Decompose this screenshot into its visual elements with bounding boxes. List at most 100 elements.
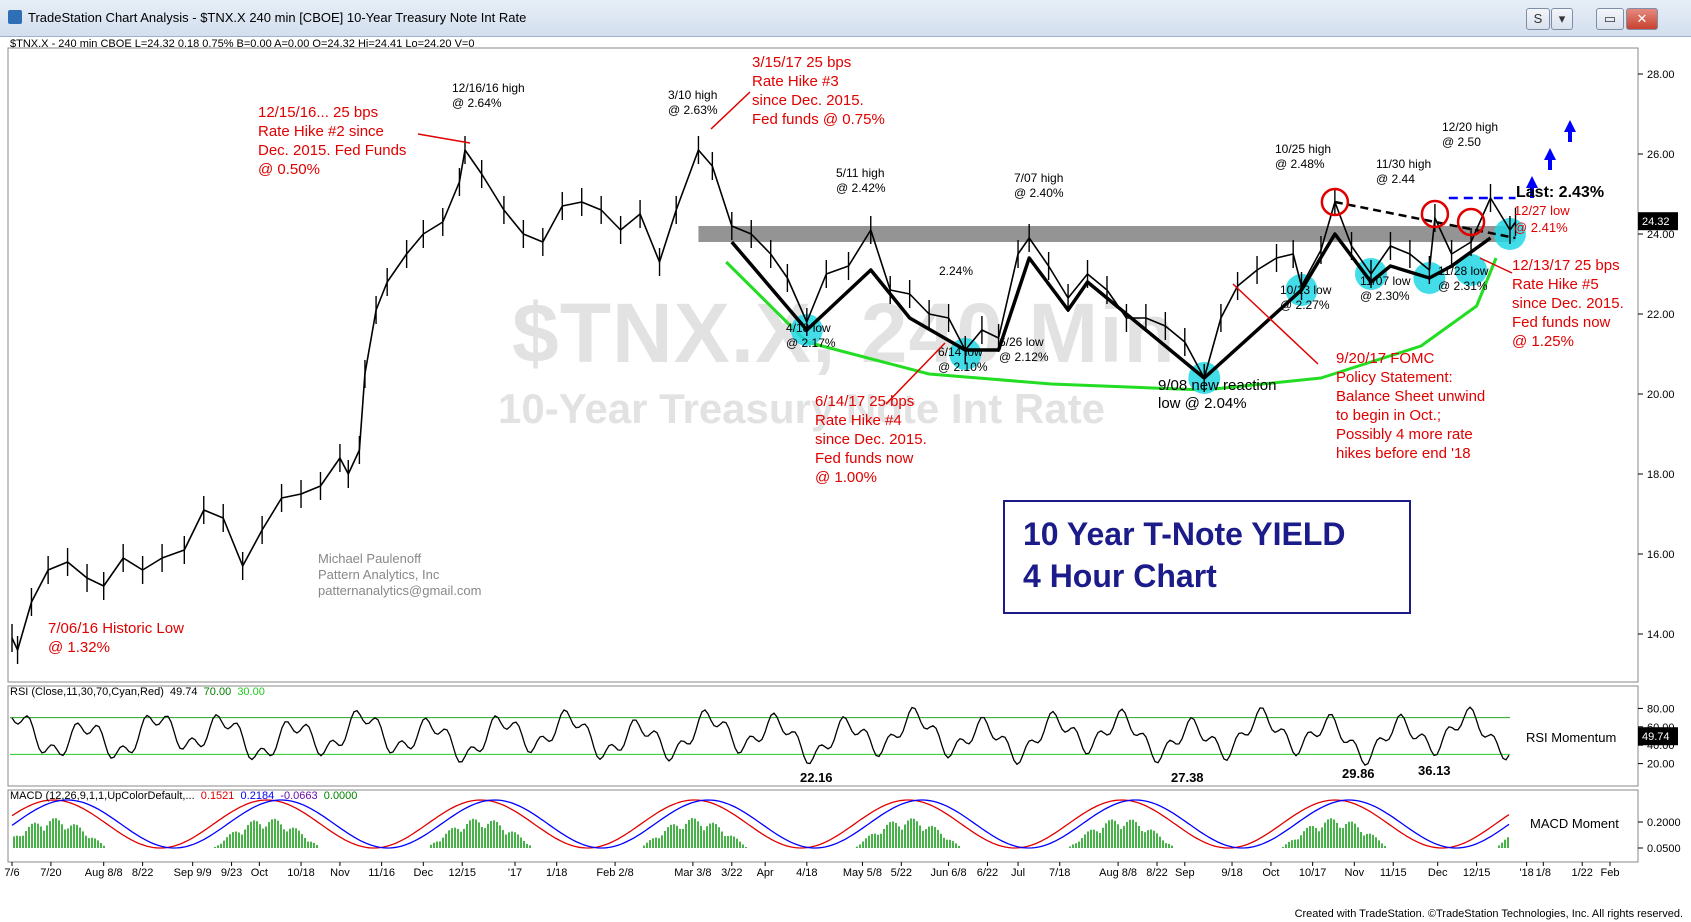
title-bar: TradeStation Chart Analysis - $TNX.X 240… [0,0,1691,37]
annotation-black-l1013: @ 2.27% [1280,298,1330,312]
time-axis-tick-label: Sep 9/9 [174,867,212,879]
annotation-red-fomc: hikes before end '18 [1336,445,1471,462]
credit-block: Michael Paulenoff Pattern Analytics, Inc p… [318,551,481,599]
annotation-black-h1220: 12/20 high [1442,120,1498,134]
credit-email: patternanalytics@gmail.com [318,583,482,598]
annotation-black-l1107: @ 2.30% [1360,289,1410,303]
annotation-red-hike3: since Dec. 2015. [752,92,864,109]
symbol-button[interactable]: S [1526,8,1550,30]
annotation-black-l0418: 4/18 low [786,321,831,335]
time-axis-tick-label: 9/23 [221,867,242,879]
macd-signal-line [11,799,1510,849]
annotation-black-l1013: 10/13 low [1280,283,1332,297]
time-axis-tick-label: 6/22 [977,867,998,879]
annotation-leader-line [885,342,946,405]
time-axis-tick-label: Feb 2/8 [596,867,633,879]
macd-axis-tick-label: 0.0500 [1647,843,1681,855]
rsi-low-label: 27.38 [1171,770,1204,785]
macd-panel-label: MACD Moment [1530,816,1619,831]
macd-axis-tick-label: 0.2000 [1647,817,1681,829]
time-axis-tick-label: 5/22 [891,867,912,879]
chart-title-box: 10 Year T-Note YIELD 4 Hour Chart [1003,500,1411,614]
annotation-red-hike4: Fed funds now [815,450,914,467]
trendline-touch-circle [1320,187,1350,217]
time-axis-tick-label: Aug 8/8 [85,867,123,879]
rsi-low-label: 29.86 [1342,766,1375,781]
annotation-black-l0626: 6/26 low [999,335,1044,349]
rsi-header-upper: 70.00 [203,686,232,698]
time-axis-tick-label: Dec [414,867,434,879]
annotation-red-fomc: Possibly 4 more rate [1336,426,1473,443]
time-axis-tick-label: 10/17 [1299,867,1327,879]
time-axis-tick-label: '17 [508,867,522,879]
annotation-black-h0707: @ 2.40% [1014,186,1064,200]
annotation-red-hike4: Rate Hike #4 [815,412,902,429]
annotation-black-h1025: @ 2.48% [1275,157,1325,171]
annotation-black-h0707: 7/07 high [1014,171,1063,185]
time-axis-tick-label: 7/20 [40,867,61,879]
price-axis-tick-label: 18.00 [1647,469,1675,481]
time-axis-tick-label: 1/8 [1536,867,1551,879]
annotation-red-fomc: to begin in Oct.; [1336,407,1441,424]
annotation-black-h0511: @ 2.42% [836,181,886,195]
time-axis-tick-label: May 5/8 [843,867,882,879]
annotation-leader-line [417,133,471,144]
annotation-black-l0614: @ 2.10% [938,360,988,374]
annotation-black-h224: 2.24% [939,264,973,278]
annotation-leader-line [1479,257,1513,274]
dropdown-button[interactable]: ▾ [1551,8,1573,30]
watermark-symbol: $TNX.X, 240 Min [512,286,1176,380]
title-line-2: 4 Hour Chart [1023,558,1217,594]
footer-copyright: Created with TradeStation. ©TradeStation… [1294,908,1683,920]
trendline-touch-circle [1456,207,1486,237]
maximize-button[interactable]: ▭ [1596,8,1624,30]
annotation-red-fomc: Balance Sheet unwind [1336,388,1485,405]
annotation-red-hike2: Dec. 2015. Fed Funds [258,142,406,159]
annotation-red-hike2: Rate Hike #2 since [258,123,384,140]
annotation-black-l0908: 9/08 new reaction [1158,377,1276,394]
price-axis-tick-label: 26.00 [1647,149,1675,161]
price-axis-tick-label: 24.00 [1647,229,1675,241]
window-title: TradeStation Chart Analysis - $TNX.X 240… [28,10,527,25]
price-axis-tick-label: 16.00 [1647,549,1675,561]
annotation-red-hike5: Fed funds now [1512,314,1611,331]
time-axis-tick-label: 8/22 [1146,867,1167,879]
time-axis-tick-label: 7/6 [4,867,19,879]
annotation-black-h0511: 5/11 high [836,166,885,180]
annotation-black-l0626: @ 2.12% [999,350,1049,364]
close-button[interactable]: ✕ [1626,8,1658,30]
time-axis-tick-label: 11/15 [1380,867,1407,879]
annotation-black-h0310: @ 2.63% [668,103,718,117]
time-axis-tick-label: Feb [1601,867,1620,879]
price-axis-tick-label: 20.00 [1647,389,1675,401]
rsi-panel-label: RSI Momentum [1526,730,1616,745]
time-axis-tick-label: Sep [1175,867,1195,879]
annotation-red-fomc: 9/20/17 FOMC [1336,350,1435,367]
annotation-red-hike2: 12/15/16... 25 bps [258,104,378,121]
annotation-black-l0418: @ 2.17% [786,336,836,350]
annotation-black-h1216: 12/16/16 high [452,81,525,95]
annotation-black-h1216: @ 2.64% [452,96,502,110]
macd-header: MACD (12,26,9,1,1,UpColorDefault,... 0.1… [10,790,357,802]
macd-header-diff: -0.0663 [280,790,318,802]
time-axis-tick-label: Nov [1345,867,1365,879]
last-price-label: Last: 2.43% [1516,184,1605,201]
rsi-value-badge [1638,727,1678,746]
time-axis-tick-label: Mar 3/8 [674,867,711,879]
trendline-touch-circle [1420,199,1450,229]
time-axis-tick-label: 11/16 [368,867,395,879]
rsi-header-settings: RSI (Close,11,30,70,Cyan,Red) [10,686,164,698]
macd-line [11,799,1510,849]
support-band [698,226,1516,242]
price-axis-tick-label: 28.00 [1647,69,1675,81]
annotation-black-l0908: low @ 2.04% [1158,395,1247,412]
time-axis-tick-label: Oct [251,867,268,879]
time-axis-tick-label: 9/18 [1221,867,1242,879]
rsi-header: RSI (Close,11,30,70,Cyan,Red) 49.74 70.0… [10,686,265,698]
rsi-low-label: 22.16 [800,770,833,785]
annotation-red-hike3: 3/15/17 25 bps [752,54,851,71]
macd-header-macd: 0.1521 [200,790,235,802]
macd-panel-frame [7,789,1639,863]
